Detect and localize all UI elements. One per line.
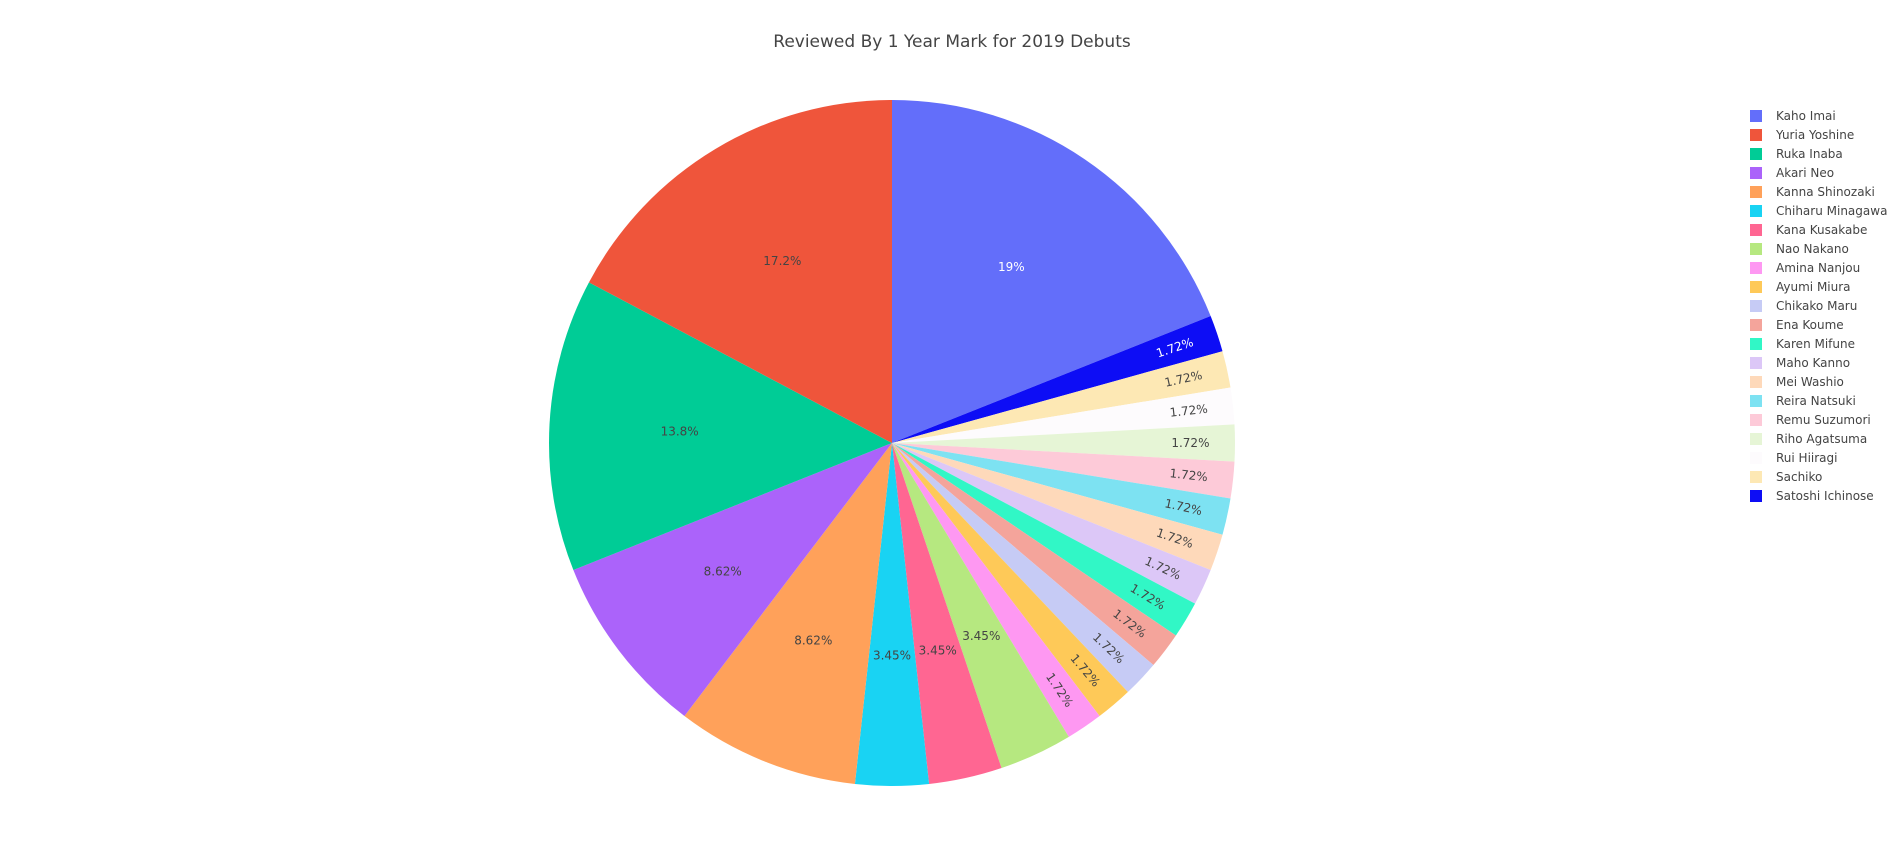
pie-slice-satoshi-ichinose[interactable] [892,316,1223,443]
legend-swatch [1750,223,1762,236]
pie-slice-kaho-imai[interactable] [892,100,1211,443]
legend-swatch [1750,242,1762,255]
pie-slice-yuria-yoshine[interactable] [588,100,892,443]
legend-swatch [1750,280,1762,293]
pie-slice-mei-washio[interactable] [892,443,1223,570]
legend-swatch [1750,432,1762,445]
pie-slice-ayumi-miura[interactable] [892,443,1128,717]
legend-label: Kana Kusakabe [1776,222,1868,237]
legend-item-rui-hiiragi[interactable]: Rui Hiiragi [1750,448,1887,467]
pie-slice-rui-hiiragi[interactable] [892,387,1235,443]
legend-label: Riho Agatsuma [1776,431,1868,446]
legend-item-ruka-inaba[interactable]: Ruka Inaba [1750,144,1887,163]
pie-slice-chiharu-minagawa[interactable] [854,443,930,787]
legend-item-amina-nanjou[interactable]: Amina Nanjou [1750,258,1887,277]
pie-slice-akari-neo[interactable] [573,443,892,717]
legend-label: Reira Natsuki [1776,393,1856,408]
legend-item-yuria-yoshine[interactable]: Yuria Yoshine [1750,125,1887,144]
legend-item-riho-agatsuma[interactable]: Riho Agatsuma [1750,429,1887,448]
legend-swatch [1750,147,1762,160]
legend-item-akari-neo[interactable]: Akari Neo [1750,163,1887,182]
legend-swatch [1750,204,1762,217]
legend-label: Chikako Maru [1776,298,1858,313]
legend-swatch [1750,470,1762,483]
legend-item-satoshi-ichinose[interactable]: Satoshi Ichinose [1750,486,1887,505]
legend-label: Ruka Inaba [1776,146,1843,161]
legend-label: Kanna Shinozaki [1776,184,1875,199]
pie-slice-kana-kusakabe[interactable] [892,443,1002,784]
legend-label: Remu Suzumori [1776,412,1871,427]
legend-label: Ayumi Miura [1776,279,1851,294]
legend-label: Chiharu Minagawa [1776,203,1888,218]
legend-item-chikako-maru[interactable]: Chikako Maru [1750,296,1887,315]
legend-item-kaho-imai[interactable]: Kaho Imai [1750,106,1887,125]
legend-swatch [1750,394,1762,407]
chart-title: Reviewed By 1 Year Mark for 2019 Debuts [773,32,1131,52]
legend-item-ayumi-miura[interactable]: Ayumi Miura [1750,277,1887,296]
legend-swatch [1750,261,1762,274]
slice-label-ruka-inaba: 13.8% [661,424,699,438]
legend-item-reira-natsuki[interactable]: Reira Natsuki [1750,391,1887,410]
legend-swatch [1750,375,1762,388]
legend-label: Sachiko [1776,469,1823,484]
slice-label-kanna-shinozaki: 8.62% [794,634,832,648]
legend-item-remu-suzumori[interactable]: Remu Suzumori [1750,410,1887,429]
slice-label-kaho-imai: 19% [998,260,1025,274]
pie-slice-nao-nakano[interactable] [892,443,1069,769]
legend-swatch [1750,451,1762,464]
legend-item-maho-kanno[interactable]: Maho Kanno [1750,353,1887,372]
pie-slice-chikako-maru[interactable] [892,443,1154,693]
legend-label: Akari Neo [1776,165,1835,180]
pie-slice-riho-agatsuma[interactable] [892,424,1236,462]
legend-item-chiharu-minagawa[interactable]: Chiharu Minagawa [1750,201,1887,220]
legend-swatch [1750,109,1762,122]
legend-label: Satoshi Ichinose [1776,488,1874,503]
legend-swatch [1750,413,1762,426]
legend-label: Kaho Imai [1776,108,1836,123]
pie-slices [549,100,1236,787]
slice-label-remu-suzumori: 1.72% [1169,466,1208,484]
legend-swatch [1750,489,1762,502]
pie-slice-maho-kanno[interactable] [892,443,1211,604]
pie-slice-amina-nanjou[interactable] [892,443,1100,737]
slice-label-kana-kusakabe: 3.45% [919,644,957,658]
legend-swatch [1750,356,1762,369]
legend: Kaho Imai Yuria Yoshine Ruka Inaba Akari Ne… [1750,106,1887,505]
legend-label: Mei Washio [1776,374,1844,389]
legend-label: Ena Koume [1776,317,1844,332]
legend-item-kana-kusakabe[interactable]: Kana Kusakabe [1750,220,1887,239]
slice-label-nao-nakano: 3.45% [962,629,1000,643]
slice-label-riho-agatsuma: 1.72% [1171,436,1209,450]
legend-label: Yuria Yoshine [1776,127,1855,142]
legend-swatch [1750,166,1762,179]
pie-slice-sachiko[interactable] [892,351,1231,443]
legend-label: Rui Hiiragi [1776,450,1838,465]
legend-item-ena-koume[interactable]: Ena Koume [1750,315,1887,334]
legend-label: Karen Mifune [1776,336,1855,351]
slice-label-chiharu-minagawa: 3.45% [873,649,911,663]
pie-slice-ruka-inaba[interactable] [549,282,892,570]
pie-slice-kanna-shinozaki[interactable] [684,443,892,784]
legend-item-nao-nakano[interactable]: Nao Nakano [1750,239,1887,258]
pie-slice-karen-mifune[interactable] [892,443,1196,636]
pie-slice-reira-natsuki[interactable] [892,443,1231,535]
pie-slice-ena-koume[interactable] [892,443,1176,666]
slice-label-akari-neo: 8.62% [704,565,742,579]
slice-label-yuria-yoshine: 17.2% [763,254,801,268]
legend-item-kanna-shinozaki[interactable]: Kanna Shinozaki [1750,182,1887,201]
legend-label: Amina Nanjou [1776,260,1861,275]
legend-swatch [1750,185,1762,198]
legend-swatch [1750,299,1762,312]
legend-label: Nao Nakano [1776,241,1849,256]
legend-swatch [1750,128,1762,141]
legend-item-sachiko[interactable]: Sachiko [1750,467,1887,486]
legend-item-mei-washio[interactable]: Mei Washio [1750,372,1887,391]
legend-label: Maho Kanno [1776,355,1851,370]
legend-swatch [1750,318,1762,331]
legend-item-karen-mifune[interactable]: Karen Mifune [1750,334,1887,353]
slice-label-rui-hiiragi: 1.72% [1169,402,1208,420]
pie-slice-remu-suzumori[interactable] [892,443,1235,499]
legend-swatch [1750,337,1762,350]
